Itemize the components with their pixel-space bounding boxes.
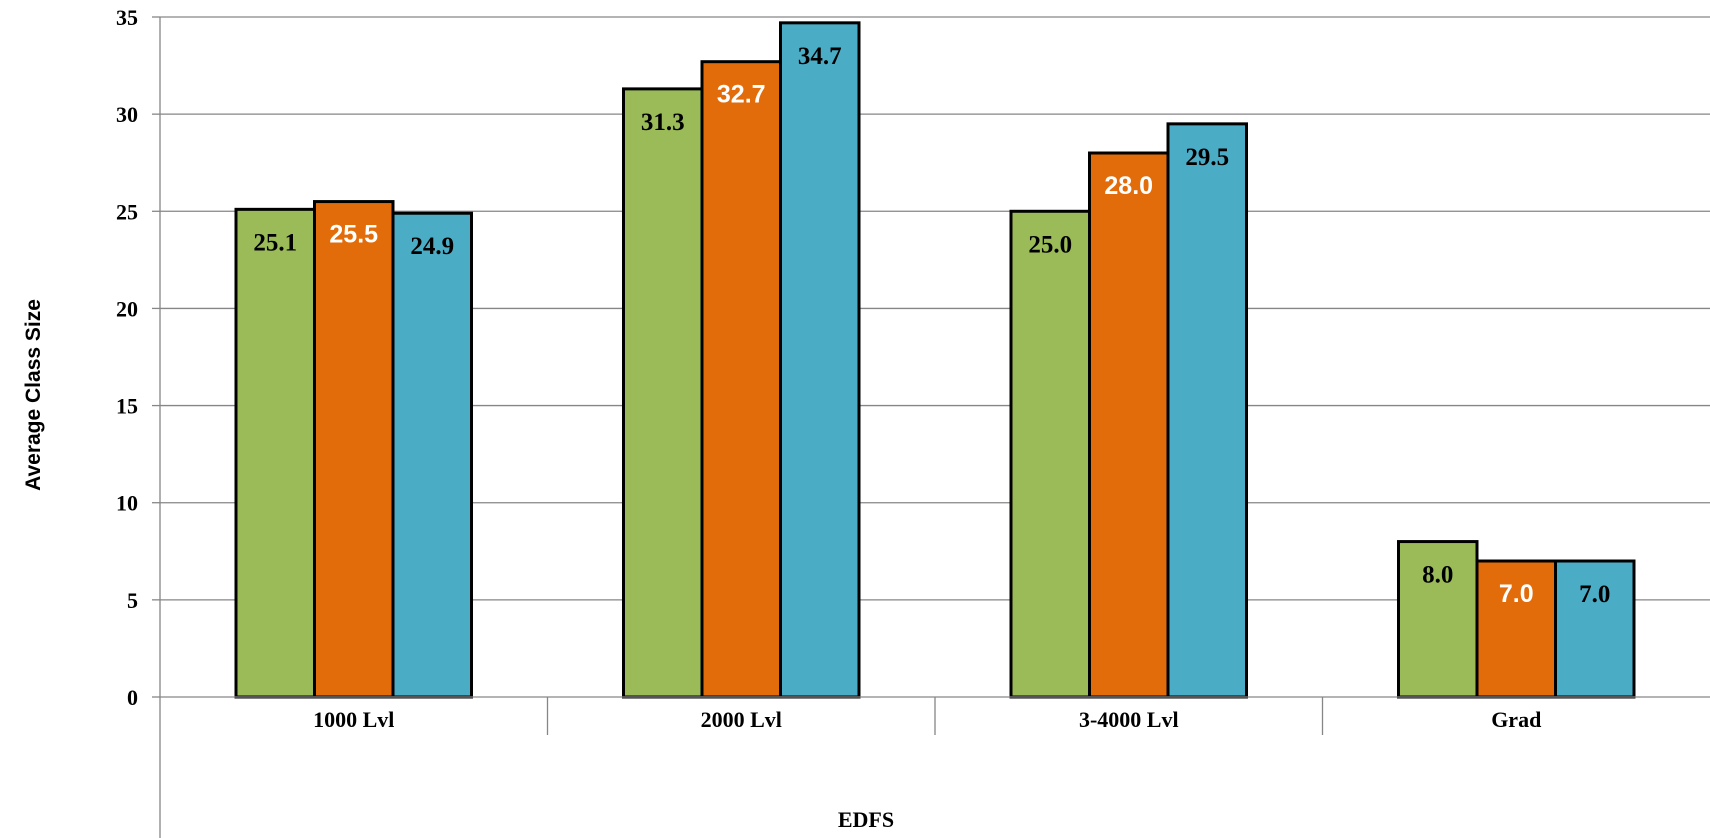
bar [1009, 209, 1091, 699]
bar [622, 87, 704, 699]
x-tick-label: Grad [1491, 707, 1541, 732]
y-tick-label: 15 [116, 394, 138, 419]
y-axis-label: Average Class Size [22, 299, 45, 491]
data-label: 8.0 [1422, 562, 1453, 589]
data-label: 25.1 [253, 229, 297, 256]
data-labels: 25.1 25.5 24.9 31.3 32.7 34.7 25.0 28.0 29.5 8.0 7… [253, 43, 1610, 608]
data-label: 25.5 [329, 221, 378, 249]
data-label: 7.0 [1499, 580, 1534, 608]
x-tick-labels: 1000 Lvl 2000 Lvl 3-4000 Lvl Grad [313, 707, 1541, 732]
data-label: 7.0 [1579, 581, 1610, 608]
y-tick-labels: 0 5 10 15 20 25 30 35 [116, 5, 138, 710]
bars [234, 21, 1636, 699]
x-tick-label: 1000 Lvl [313, 707, 394, 732]
data-label: 32.7 [717, 81, 766, 109]
data-label: 24.9 [410, 233, 454, 260]
data-label: 25.0 [1028, 231, 1072, 258]
x-tick-label: 2000 Lvl [701, 707, 782, 732]
y-tick-label: 30 [116, 102, 138, 127]
bar [1554, 559, 1636, 699]
bar [700, 60, 782, 699]
y-tick-label: 25 [116, 199, 138, 224]
data-label: 34.7 [798, 43, 842, 70]
bar [313, 200, 395, 699]
data-label: 31.3 [641, 109, 685, 136]
data-label: 29.5 [1185, 144, 1229, 171]
y-tick-label: 0 [127, 685, 138, 710]
y-tick-label: 35 [116, 5, 138, 30]
data-label: 28.0 [1104, 172, 1153, 200]
bar [391, 211, 473, 699]
axes [152, 16, 1710, 838]
bar [1475, 559, 1557, 699]
bar [779, 21, 861, 699]
y-tick-label: 20 [116, 296, 138, 321]
x-axis-label: EDFS [838, 807, 894, 832]
y-tick-label: 5 [127, 588, 138, 613]
y-tick-label: 10 [116, 491, 138, 516]
bar [1088, 151, 1170, 699]
x-tick-label: 3-4000 Lvl [1079, 707, 1179, 732]
bar [234, 207, 316, 699]
bar [1166, 122, 1248, 699]
